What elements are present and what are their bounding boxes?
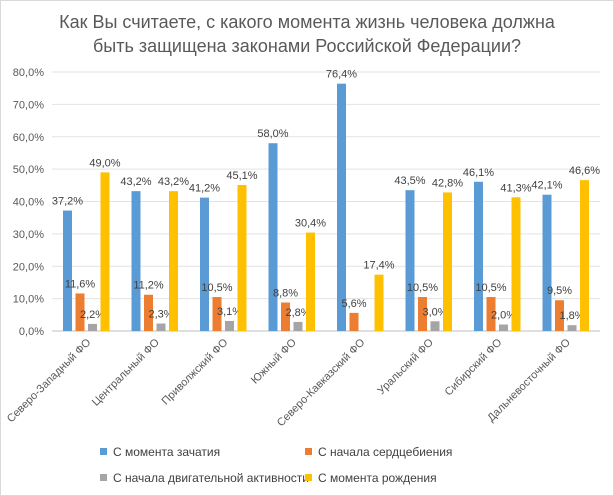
bar xyxy=(337,83,346,331)
legend-item-heartbeat: С начала сердцебиения xyxy=(305,445,452,459)
data-label: 43,5% xyxy=(394,175,425,187)
data-label: 42,8% xyxy=(432,177,463,189)
bar xyxy=(100,172,110,331)
bar xyxy=(306,232,315,331)
bar xyxy=(144,294,153,331)
bar xyxy=(567,325,577,331)
legend-label-conception: С момента зачатия xyxy=(113,445,221,459)
chart-title-line-1: Как Вы считаете, с какого момента жизнь … xyxy=(59,12,555,32)
data-label: 2,8% xyxy=(285,307,310,319)
bar xyxy=(63,210,72,331)
data-label: 46,6% xyxy=(569,165,600,177)
y-tick-label: 10,0% xyxy=(13,294,44,306)
chart-title-line-2: быть защищена законами Российской Федера… xyxy=(92,36,522,56)
data-label: 30,4% xyxy=(295,218,326,230)
bar xyxy=(212,297,222,331)
data-label: 2,0% xyxy=(491,310,516,322)
data-label: 46,1% xyxy=(463,167,494,179)
data-label: 5,6% xyxy=(341,298,366,310)
data-label: 8,8% xyxy=(273,288,298,300)
bar xyxy=(75,293,85,331)
bar xyxy=(156,323,166,331)
data-label: 10,5% xyxy=(407,282,438,294)
data-label: 10,5% xyxy=(201,282,232,294)
data-label: 11,6% xyxy=(65,278,96,290)
legend-item-birth: С момента рождения xyxy=(305,471,437,485)
x-tick-label: Южный ФО xyxy=(249,336,299,386)
bar xyxy=(474,181,483,331)
data-label: 43,2% xyxy=(158,176,189,188)
bar xyxy=(374,274,384,331)
data-label: 3,1% xyxy=(217,306,242,318)
bar xyxy=(486,297,496,331)
bar xyxy=(200,197,209,331)
bar xyxy=(511,197,521,331)
y-tick-label: 40,0% xyxy=(13,197,44,209)
data-label: 41,3% xyxy=(500,182,531,194)
bar xyxy=(88,323,97,331)
data-label: 11,2% xyxy=(133,280,164,292)
data-label: 45,1% xyxy=(226,170,257,182)
bar xyxy=(580,180,589,331)
bar xyxy=(169,191,178,331)
legend-swatch-conception xyxy=(100,448,107,455)
bar xyxy=(237,184,247,331)
y-tick-label: 60,0% xyxy=(13,132,44,144)
bar xyxy=(131,191,141,331)
y-tick-label: 30,0% xyxy=(13,229,44,241)
legend-swatch-birth xyxy=(305,474,312,481)
bar xyxy=(349,312,359,331)
bar xyxy=(405,190,415,331)
bar xyxy=(418,297,427,331)
data-label: 2,2% xyxy=(80,309,105,321)
data-label: 1,8% xyxy=(559,310,584,322)
y-tick-label: 50,0% xyxy=(13,164,44,176)
legend-label-heartbeat: С начала сердцебиения xyxy=(318,445,453,459)
legend-label-birth: С момента рождения xyxy=(318,471,437,485)
bar xyxy=(281,302,290,331)
data-label: 49,0% xyxy=(89,157,120,169)
legend-item-conception: С момента зачатия xyxy=(100,445,220,459)
bar xyxy=(542,194,552,331)
legend-label-motor-activity: С начала двигательной активности xyxy=(113,471,309,485)
data-label: 76,4% xyxy=(326,69,357,81)
legend-swatch-heartbeat xyxy=(305,448,312,455)
legend-swatch-motor-activity xyxy=(100,474,107,481)
x-tick-label: Уральский ФО xyxy=(375,336,436,397)
bar xyxy=(225,320,234,331)
bar xyxy=(430,321,440,331)
y-tick-label: 20,0% xyxy=(13,261,44,273)
bar xyxy=(293,321,303,331)
bar xyxy=(499,324,508,331)
data-label: 58,0% xyxy=(257,128,288,140)
bar xyxy=(443,192,452,331)
data-label: 42,1% xyxy=(531,180,562,192)
x-tick-label: Сибирский ФО xyxy=(443,336,505,398)
x-tick-label: Центральный ФО xyxy=(90,336,162,408)
x-tick-label: Приволжский ФО xyxy=(160,336,231,407)
chart-title: Как Вы считаете, с какого момента жизнь … xyxy=(0,10,614,58)
bar xyxy=(555,300,564,331)
y-tick-label: 70,0% xyxy=(13,99,44,111)
data-label: 17,4% xyxy=(363,260,394,272)
y-tick-label: 80,0% xyxy=(13,67,44,79)
x-tick-label: Северо-Западный ФО xyxy=(5,336,94,425)
bar xyxy=(268,143,278,331)
data-label: 10,5% xyxy=(475,282,506,294)
legend-item-motor-activity: С начала двигательной активности xyxy=(100,471,309,485)
data-label: 9,5% xyxy=(547,285,572,297)
data-label: 41,2% xyxy=(189,183,220,195)
y-tick-label: 0,0% xyxy=(19,326,44,338)
data-label: 3,0% xyxy=(422,306,447,318)
data-label: 37,2% xyxy=(52,196,83,208)
data-label: 43,2% xyxy=(120,176,151,188)
data-label: 2,3% xyxy=(148,309,173,321)
